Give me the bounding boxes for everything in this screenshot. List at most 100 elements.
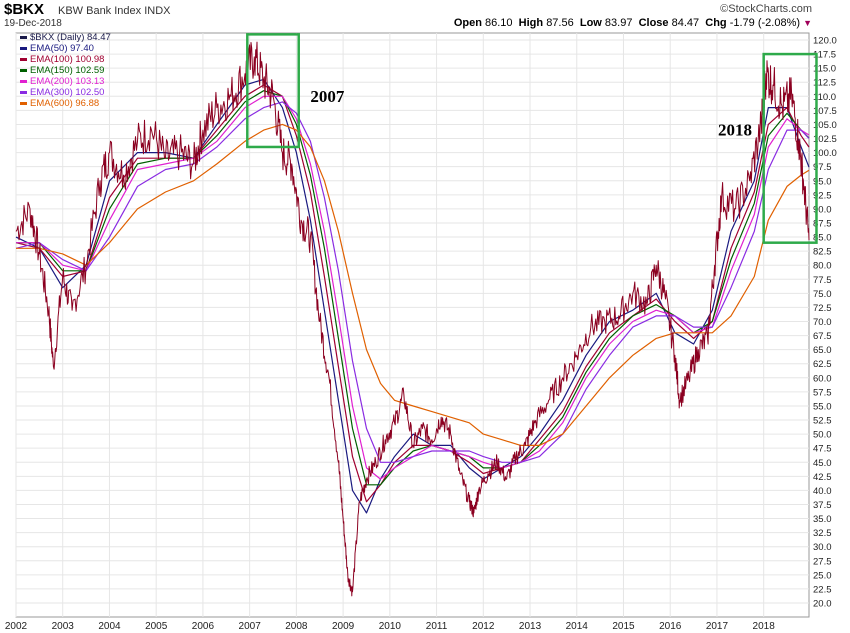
y-tick-label: 62.5 <box>813 359 832 370</box>
legend-swatch <box>20 68 27 72</box>
series-ema-150-line <box>16 90 810 486</box>
legend-label: EMA(300) 102.50 <box>30 87 105 98</box>
y-tick-label: 40.0 <box>813 486 832 497</box>
y-tick-label: 35.0 <box>813 514 832 525</box>
legend-swatch <box>20 35 27 39</box>
y-tick-label: 102.5 <box>813 134 837 145</box>
y-tick-label: 27.5 <box>813 556 832 567</box>
annotation-box <box>246 33 300 149</box>
y-tick-label: 120.0 <box>813 36 837 47</box>
y-tick-label: 37.5 <box>813 500 832 511</box>
y-tick-label: 20.0 <box>813 599 832 610</box>
x-tick-label: 2008 <box>285 621 308 632</box>
x-tick-label: 2003 <box>52 621 75 632</box>
y-tick-label: 92.5 <box>813 190 832 201</box>
high-value: 87.56 <box>546 17 574 29</box>
y-tick-label: 70.0 <box>813 317 832 328</box>
legend-swatch <box>20 90 27 94</box>
x-axis: 2002 2003 2004 2005 2006 2007 2008 2009 2010 2011… <box>5 621 775 632</box>
y-tick-label: 65.0 <box>813 345 832 356</box>
y-tick-label: 80.0 <box>813 261 832 272</box>
legend-swatch <box>20 101 27 105</box>
x-tick-label: 2007 <box>239 621 262 632</box>
y-tick-label: 60.0 <box>813 373 832 384</box>
y-tick-label: 87.5 <box>813 218 832 229</box>
legend-label: EMA(150) 102.59 <box>30 65 105 76</box>
legend-item: EMA(50) 97.40 <box>20 43 111 54</box>
open-label: Open <box>453 17 482 29</box>
chart-name: KBW Bank Index INDX <box>58 5 171 17</box>
y-tick-label: 105.0 <box>813 120 837 131</box>
close-value: 84.47 <box>671 17 700 29</box>
y-tick-label: 57.5 <box>813 387 832 398</box>
plot-area <box>15 32 810 618</box>
legend-item: EMA(200) 103.13 <box>20 76 111 87</box>
x-tick-label: 2006 <box>192 621 215 632</box>
annotations: 2007 2018 <box>246 33 818 244</box>
annotation-box <box>762 52 818 244</box>
y-tick-label: 52.5 <box>813 416 832 427</box>
legend-item: EMA(100) 100.98 <box>20 54 111 65</box>
y-tick-label: 95.0 <box>813 176 832 187</box>
quote-summary: Open 86.10 High 87.56 Low 83.97 Close 84… <box>454 17 812 29</box>
x-tick-label: 2010 <box>379 621 402 632</box>
y-tick-label: 85.0 <box>813 233 832 244</box>
close-label: Close <box>638 17 669 29</box>
y-tick-label: 42.5 <box>813 472 832 483</box>
low-label: Low <box>579 17 602 29</box>
y-tick-label: 90.0 <box>813 204 832 215</box>
x-tick-label: 2014 <box>566 621 589 632</box>
y-tick-label: 47.5 <box>813 444 832 455</box>
y-tick-label: 72.5 <box>813 303 832 314</box>
series-group <box>15 41 810 597</box>
open-value: 86.10 <box>485 17 513 29</box>
brand-link[interactable]: ©StockCharts.com <box>720 3 812 15</box>
low-value: 83.97 <box>604 17 633 29</box>
annotation-label: 2018 <box>718 121 752 140</box>
annotation-label: 2007 <box>310 87 345 106</box>
series-ema-50-line <box>15 78 810 514</box>
legend-item: EMA(600) 96.88 <box>20 98 111 109</box>
y-tick-label: 22.5 <box>813 584 832 595</box>
legend-label: EMA(600) 96.88 <box>30 98 100 109</box>
x-tick-label: 2015 <box>612 621 635 632</box>
x-tick-label: 2012 <box>472 621 495 632</box>
grid <box>15 33 809 617</box>
y-axis: 20.0 22.5 25.0 27.5 30.0 32.5 35.0 37.5 40.0 42.5… <box>813 36 837 610</box>
legend-swatch <box>20 46 27 50</box>
y-tick-label: 25.0 <box>813 570 832 581</box>
legend: $BKX (Daily) 84.47 EMA(50) 97.40 EMA(100… <box>20 32 111 109</box>
y-tick-label: 110.0 <box>813 92 836 103</box>
y-tick-label: 30.0 <box>813 542 832 553</box>
y-tick-label: 45.0 <box>813 458 832 469</box>
legend-label: EMA(50) 97.40 <box>30 43 94 54</box>
y-tick-label: 100.0 <box>813 148 837 159</box>
y-tick-label: 67.5 <box>813 331 832 342</box>
y-tick-label: 75.0 <box>813 289 832 300</box>
x-tick-label: 2018 <box>753 621 776 632</box>
y-tick-label: 117.5 <box>813 50 836 61</box>
legend-label: EMA(200) 103.13 <box>30 76 105 87</box>
y-tick-label: 77.5 <box>813 275 832 286</box>
y-tick-label: 32.5 <box>813 528 832 539</box>
chart-date: 19-Dec-2018 <box>4 18 62 29</box>
y-tick-label: 55.0 <box>813 401 832 412</box>
chg-value: -1.79 (-2.08%) <box>729 17 801 29</box>
series-ema-200-line <box>16 95 810 480</box>
chg-down-icon: ▼ <box>803 18 812 28</box>
y-tick-label: 82.5 <box>813 247 832 258</box>
legend-swatch <box>20 79 27 83</box>
y-tick-label: 50.0 <box>813 430 832 441</box>
series-ema-300-line <box>15 101 810 463</box>
x-tick-label: 2002 <box>5 621 28 632</box>
x-tick-label: 2004 <box>98 621 121 632</box>
y-tick-label: 112.5 <box>813 78 836 89</box>
x-tick-label: 2009 <box>332 621 355 632</box>
high-label: High <box>518 17 544 29</box>
x-tick-label: 2017 <box>706 621 729 632</box>
y-tick-label: 107.5 <box>813 106 837 117</box>
chart-symbol: $BKX <box>4 1 45 18</box>
legend-label: EMA(100) 100.98 <box>30 54 105 65</box>
x-tick-label: 2013 <box>519 621 542 632</box>
